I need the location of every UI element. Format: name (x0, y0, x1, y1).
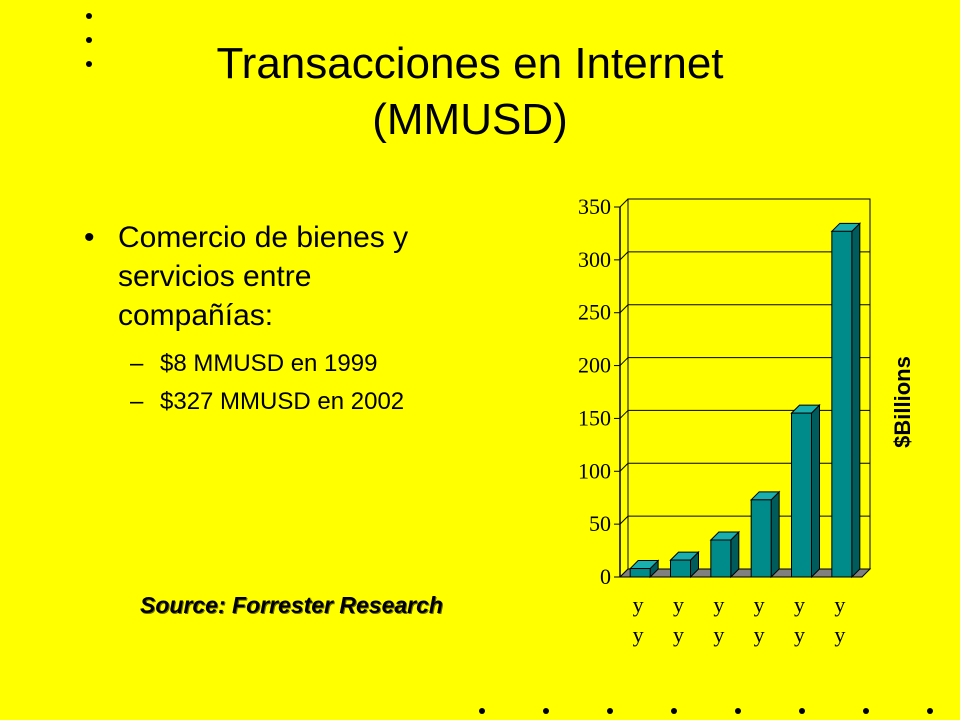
decorative-dot (543, 708, 549, 714)
x-tick-label: y (713, 592, 724, 617)
sub-bullet-text: $327 MMUSD en 2002 (160, 388, 405, 415)
bar (710, 539, 732, 578)
source-caption: Source: Forrester Research (140, 592, 443, 618)
slide-title: Transacciones en Internet (MMUSD) (150, 36, 790, 148)
bar (750, 499, 772, 578)
grid-connector (619, 198, 629, 208)
grid-connector (619, 515, 629, 525)
title-line-1: Transacciones en Internet (216, 39, 724, 88)
x-tick-label: y (754, 622, 765, 647)
grid-connector (619, 462, 629, 472)
decorative-dot (799, 708, 805, 714)
sub-bullet: – $8 MMUSD en 1999 (84, 347, 450, 381)
decorative-dot (671, 708, 677, 714)
x-tick-label: y (794, 592, 805, 617)
decorative-dot (927, 708, 933, 714)
x-tick-label: y (633, 622, 644, 647)
bar (831, 230, 853, 578)
dash-marker: – (130, 350, 144, 377)
decorative-dot (86, 37, 92, 43)
sub-bullet-text: $8 MMUSD en 1999 (160, 350, 378, 377)
grid-connector (619, 251, 629, 261)
x-tick-label: y (794, 622, 805, 647)
y-tick-label: 350 (578, 194, 611, 219)
x-tick-label: y (834, 592, 845, 617)
x-tick-label: y (754, 592, 765, 617)
title-line-2: (MMUSD) (372, 95, 568, 144)
bar-chart: 050100150200250300350yyyyyyyyyyyy$Billio… (578, 194, 915, 647)
grid-connector (619, 304, 629, 314)
decorative-dot (86, 61, 92, 67)
x-tick-label: y (633, 592, 644, 617)
x-tick-label: y (713, 622, 724, 647)
y-tick-label: 250 (578, 300, 611, 325)
y-tick-label: 0 (600, 564, 611, 589)
x-tick-label: y (673, 592, 684, 617)
y-tick-label: 300 (578, 247, 611, 272)
grid-connector (619, 410, 629, 419)
bullet-marker: • (84, 221, 95, 254)
main-bullet-text: Comercio de bienes y servicios entre com… (118, 221, 409, 332)
bar-side (851, 222, 861, 579)
bar (791, 412, 812, 578)
y-axis-title: $Billions (890, 356, 915, 448)
decorative-dot (86, 13, 92, 19)
x-tick-label: y (673, 622, 684, 647)
bar-side (811, 403, 820, 579)
x-tick-label: y (834, 622, 845, 647)
bar (670, 559, 691, 578)
y-tick-label: 200 (578, 353, 611, 378)
decorative-dot (863, 708, 869, 714)
bullet-list: • Comercio de bienes y servicios entre c… (84, 218, 464, 419)
dash-marker: – (130, 388, 144, 415)
decorative-dot (607, 708, 613, 714)
y-tick-label: 150 (578, 405, 611, 430)
main-bullet: • Comercio de bienes y servicios entre c… (84, 218, 458, 335)
y-tick-label: 50 (589, 511, 611, 536)
y-tick-label: 100 (578, 458, 611, 483)
decorative-dot (479, 708, 485, 714)
sub-bullet: – $327 MMUSD en 2002 (84, 385, 450, 419)
bar-side (770, 490, 780, 579)
bar (629, 568, 651, 578)
decorative-dot (735, 708, 741, 714)
grid-connector (619, 357, 629, 366)
